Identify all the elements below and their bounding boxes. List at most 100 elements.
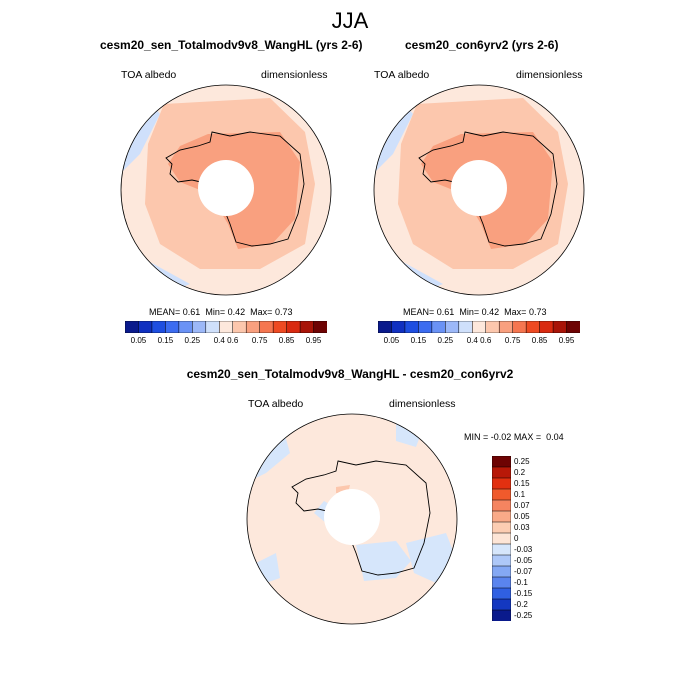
colorbar-swatch	[124, 320, 140, 334]
diff-colorbar-swatches	[491, 455, 512, 622]
right-colorbar-labels: 0.05 0.15 0.25 0.4 0.6 0.75 0.85 0.95	[368, 336, 590, 348]
diff-colorbar-swatch	[491, 554, 512, 567]
colorbar-label: 0.95	[305, 336, 322, 345]
diff-colorbar-label: -0.1	[514, 577, 528, 587]
left-mean-value: 0.61	[182, 307, 201, 317]
diff-colorbar-label: -0.07	[514, 566, 533, 576]
left-colorbar-swatches	[124, 320, 328, 334]
colorbar-swatch	[458, 320, 473, 334]
diff-map-boundary	[246, 413, 458, 625]
diff-colorbar-label: -0.15	[514, 588, 533, 598]
diff-colorbar-label: -0.03	[514, 544, 533, 554]
right-variable-label: TOA albedo	[374, 69, 430, 81]
diff-polar-map	[246, 413, 458, 625]
diff-coastline	[291, 460, 431, 576]
right-colorbar	[377, 320, 581, 338]
right-max-value: 0.73	[528, 307, 547, 317]
figure-title: JJA	[331, 8, 369, 33]
colorbar-label: 0.25	[437, 336, 454, 345]
left-mean-label: MEAN=	[149, 307, 181, 317]
colorbar-swatch	[377, 320, 393, 334]
right-polar-map	[373, 84, 585, 296]
right-min-value: 0.42	[481, 307, 500, 317]
colorbar-label: 0.15	[410, 336, 427, 345]
left-map-boundary	[120, 84, 332, 296]
colorbar-swatch	[313, 320, 328, 334]
colorbar-swatch	[404, 320, 419, 334]
diff-colorbar-swatch	[491, 543, 512, 556]
left-stats: MEAN= 0.61 Min= 0.42 Max= 0.73	[149, 307, 292, 317]
colorbar-swatch	[286, 320, 301, 334]
right-colorbar-swatches	[377, 320, 581, 334]
left-min-value: 0.42	[227, 307, 246, 317]
diff-colorbar-swatch	[491, 576, 512, 589]
colorbar-swatch	[219, 320, 234, 334]
diff-colorbar-label: -0.05	[514, 555, 533, 565]
left-max-value: 0.73	[274, 307, 293, 317]
colorbar-swatch	[259, 320, 274, 334]
diff-colorbar-label: 0	[514, 533, 519, 543]
colorbar-swatch	[138, 320, 153, 334]
colorbar-label: 0.85	[531, 336, 548, 345]
diff-units-label: dimensionless	[389, 398, 456, 410]
colorbar-swatch	[245, 320, 261, 334]
diff-panel-title: cesm20_sen_Totalmodv9v8_WangHL - cesm20_…	[186, 367, 514, 381]
diff-colorbar-swatch	[491, 521, 512, 534]
diff-max-value: 0.04	[546, 432, 564, 442]
colorbar-swatch	[165, 320, 180, 334]
colorbar-swatch	[151, 320, 166, 334]
diff-colorbar-swatch	[491, 499, 512, 512]
left-min-label: Min=	[205, 307, 226, 317]
left-panel-title: cesm20_sen_Totalmodv9v8_WangHL (yrs 2-6)	[100, 38, 363, 52]
diff-colorbar-label: -0.2	[514, 599, 528, 609]
diff-colorbar-label: 0.1	[514, 489, 526, 499]
colorbar-label: 0.85	[278, 336, 295, 345]
diff-colorbar-swatch	[491, 565, 512, 578]
left-units-label: dimensionless	[261, 69, 328, 81]
colorbar-label: 0.05	[130, 336, 147, 345]
right-max-label: Max=	[504, 307, 527, 317]
colorbar-swatch	[192, 320, 207, 334]
colorbar-swatch	[232, 320, 247, 334]
right-mean-label: MEAN=	[403, 307, 435, 317]
diff-colorbar-swatch	[491, 488, 512, 501]
colorbar-label: 0.25	[184, 336, 201, 345]
colorbar-swatch	[539, 320, 554, 334]
diff-stats: MIN = -0.02 MAX = 0.04	[464, 432, 564, 442]
right-stats: MEAN= 0.61 Min= 0.42 Max= 0.73	[403, 307, 546, 317]
diff-colorbar	[491, 455, 512, 626]
colorbar-label: 0.75	[251, 336, 268, 345]
diff-colorbar-swatch	[491, 532, 512, 545]
colorbar-label: 0.95	[558, 336, 575, 345]
diff-colorbar-swatch	[491, 609, 512, 622]
diff-colorbar-label: 0.25	[514, 456, 530, 466]
colorbar-label: 0.75	[504, 336, 521, 345]
diff-colorbar-label: 0.03	[514, 522, 530, 532]
left-variable-label: TOA albedo	[121, 69, 177, 81]
diff-min-value: -0.02	[490, 432, 512, 442]
diff-variable-label: TOA albedo	[248, 398, 304, 410]
colorbar-swatch	[418, 320, 433, 334]
colorbar-label: 0.6	[227, 336, 239, 345]
right-min-label: Min=	[459, 307, 480, 317]
colorbar-label: 0.4	[213, 336, 225, 345]
diff-colorbar-swatch	[491, 587, 512, 600]
colorbar-swatch	[566, 320, 581, 334]
diff-colorbar-labels: 0.25 0.2 0.15 0.1 0.07 0.05 0.03 0 -0.03 -0.05 -0.…	[514, 456, 574, 621]
left-colorbar	[124, 320, 328, 338]
diff-colorbar-label: 0.2	[514, 467, 526, 477]
right-mean-value: 0.61	[436, 307, 455, 317]
right-coastline	[418, 131, 558, 247]
colorbar-swatch	[299, 320, 315, 334]
colorbar-label: 0.4	[466, 336, 478, 345]
left-polar-map	[120, 84, 332, 296]
colorbar-swatch	[178, 320, 193, 334]
diff-max-label: MAX =	[513, 432, 542, 442]
colorbar-swatch	[445, 320, 460, 334]
diff-colorbar-label: -0.25	[514, 610, 533, 620]
diff-colorbar-swatch	[491, 598, 512, 611]
diff-colorbar-swatch	[491, 510, 512, 523]
diff-colorbar-swatch	[491, 455, 512, 468]
colorbar-swatch	[472, 320, 487, 334]
colorbar-swatch	[512, 320, 527, 334]
